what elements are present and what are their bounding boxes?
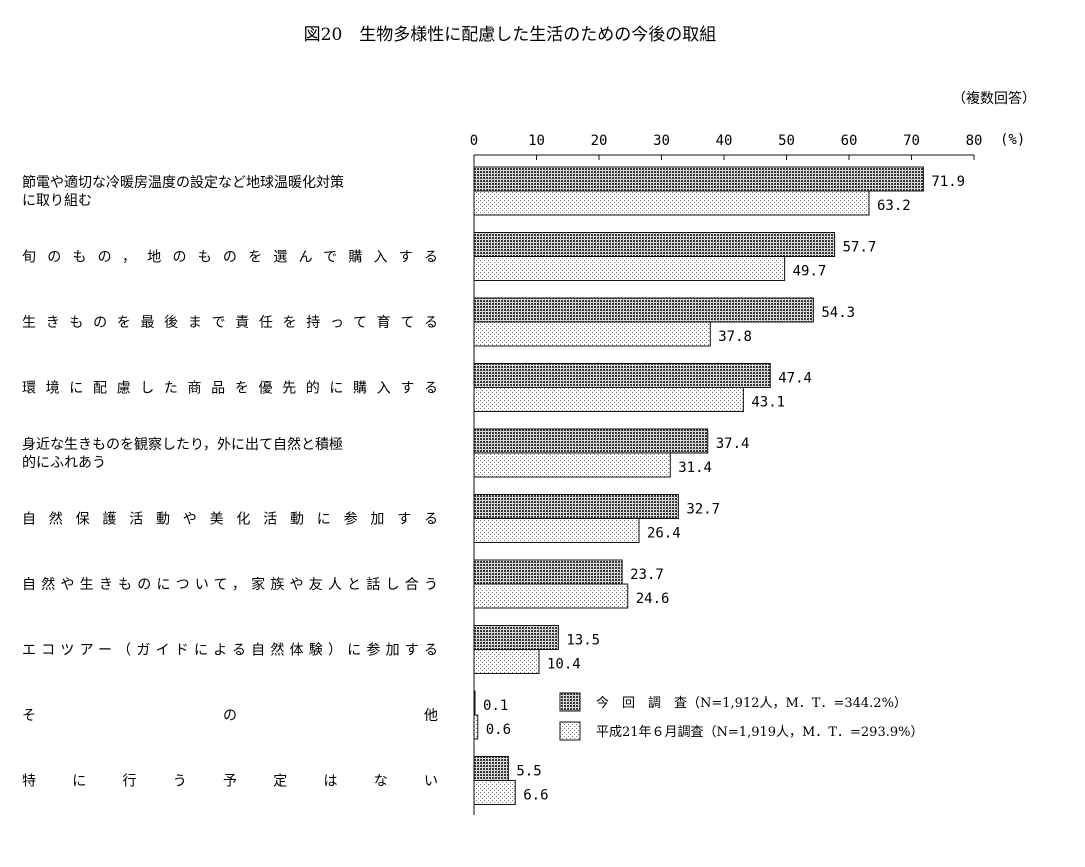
category-label: 環境に配慮した商品を優先的に購入する	[22, 381, 438, 397]
bar	[473, 714, 479, 740]
bar	[473, 232, 836, 257]
category-label: に取り組む	[22, 193, 92, 209]
x-tick-label: 80	[966, 133, 983, 149]
legend-swatch	[559, 692, 581, 712]
bars: 71.9 57.7 54.3 47.4 37.4 32.7 23.7 13.5 0.1 5.5 63…	[473, 166, 965, 805]
x-tick-label: 70	[903, 133, 920, 149]
legend-label: 平成21年６月調査（N=1,919人，M．T．=293.9%）	[596, 725, 923, 740]
data-label: 26.4	[647, 526, 681, 542]
data-label: 24.6	[636, 591, 670, 607]
x-tick-label: 20	[591, 133, 608, 149]
bar	[473, 756, 509, 781]
data-label: 63.2	[877, 198, 911, 214]
data-label: 54.3	[821, 305, 855, 321]
x-tick-label: 10	[528, 133, 545, 149]
x-axis: 0 10 20 30 40 50 60 70 80	[470, 133, 983, 815]
data-label: 43.1	[751, 395, 785, 411]
legend-swatch	[559, 721, 581, 741]
category-label: そ の 他	[22, 708, 438, 724]
category-label: 的にふれあう	[22, 455, 106, 471]
bar	[473, 363, 771, 388]
bar	[473, 494, 679, 519]
bar	[473, 166, 924, 192]
data-label: 47.4	[778, 371, 812, 387]
bar	[473, 190, 870, 216]
x-tick-label: 50	[778, 133, 795, 149]
bar	[473, 387, 744, 412]
data-label: 10.4	[547, 657, 581, 673]
category-label: 生きものを最後まで責任を持って育てる	[22, 315, 438, 331]
bar	[473, 256, 786, 281]
bar	[473, 297, 814, 323]
chart-note: （複数回答）	[952, 90, 1036, 107]
category-label: 自然保護活動や美化活動に参加する	[22, 511, 438, 528]
data-label: 32.7	[686, 502, 720, 518]
data-label: 37.8	[718, 329, 752, 345]
category-label: エコツアー（ガイドによる自然体験）に参加する	[22, 642, 438, 659]
x-tick-label: 30	[653, 133, 670, 149]
data-label: 13.5	[566, 633, 600, 649]
category-label: 節電や適切な冷暖房温度の設定など地球温暖化対策	[22, 174, 344, 191]
data-label: 71.9	[931, 174, 965, 190]
bar	[473, 625, 559, 650]
bar	[473, 452, 671, 478]
data-label: 57.7	[843, 240, 877, 256]
data-label: 31.4	[678, 460, 712, 476]
data-label: 0.6	[486, 722, 511, 738]
category-label: 自然や生きものについて，家族や友人と話し合う	[22, 576, 438, 593]
x-tick-label: 60	[841, 133, 858, 149]
bar	[473, 690, 476, 716]
axis-unit: (%)	[1000, 132, 1025, 148]
bar	[473, 321, 711, 347]
data-label: 0.1	[483, 698, 508, 714]
bar	[473, 583, 629, 609]
data-label: 37.4	[716, 436, 750, 452]
category-label: 旬のもの，地のものを選んで購入する	[22, 250, 438, 266]
category-labels: 節電や適切な冷暖房温度の設定など地球温暖化対策に取り組む旬のもの，地のものを選ん…	[22, 174, 438, 790]
category-label: 特に行う予定はない	[22, 774, 438, 790]
data-label: 5.5	[516, 764, 541, 780]
data-label: 23.7	[630, 567, 664, 583]
chart-title: 図20 生物多様性に配慮した生活のための今後の取組	[304, 25, 717, 45]
bar	[473, 428, 709, 454]
x-tick-label: 40	[716, 133, 733, 149]
bar	[473, 780, 516, 805]
category-label: 身近な生きものを観察したり，外に出て自然と積極	[22, 436, 343, 453]
bar	[473, 518, 640, 543]
bar	[473, 649, 540, 674]
legend: 今 回 調 査（N=1,912人，M．T．=344.2%） 平成21年６月調査（N…	[559, 692, 923, 741]
data-label: 6.6	[523, 788, 548, 804]
data-label: 49.7	[793, 264, 827, 280]
x-tick-label: 0	[470, 133, 478, 149]
legend-label: 今 回 調 査（N=1,912人，M．T．=344.2%）	[596, 695, 907, 711]
bar	[473, 559, 623, 585]
